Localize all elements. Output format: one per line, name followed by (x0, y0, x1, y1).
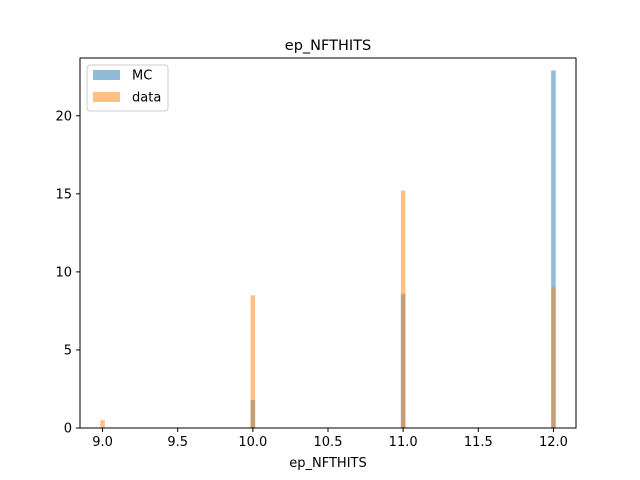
x-tick-label: 12.0 (539, 435, 568, 450)
y-tick-label: 15 (55, 187, 72, 202)
x-tick-label: 9.0 (92, 435, 113, 450)
bar-mc-3 (551, 70, 556, 429)
plot-frame (79, 57, 577, 429)
legend: MC data (86, 64, 169, 112)
bars-layer (100, 70, 556, 429)
bar-data-0 (100, 420, 105, 428)
x-tick-label: 9.5 (167, 435, 188, 450)
legend-label-data: data (132, 91, 161, 106)
x-tick-label: 10.5 (314, 435, 343, 450)
bar-data-3 (551, 287, 556, 428)
bar-data-1 (250, 295, 256, 428)
x-axis: 9.0 9.5 10.0 10.5 11.0 11.5 12.0 (92, 428, 568, 450)
legend-label-mc: MC (132, 69, 152, 84)
y-axis: 0 5 10 15 20 (55, 109, 80, 437)
y-tick-label: 0 (64, 422, 72, 437)
y-tick-label: 5 (64, 343, 72, 358)
legend-swatch-mc (93, 70, 120, 80)
bar-data-2 (400, 190, 406, 428)
x-tick-label: 10.0 (238, 435, 267, 450)
y-tick-label: 10 (55, 265, 72, 280)
x-tick-label: 11.5 (464, 435, 493, 450)
x-tick-label: 11.0 (389, 435, 418, 450)
x-axis-label: ep_NFTHITS (289, 456, 366, 471)
chart-title: ep_NFTHITS (285, 38, 371, 54)
y-tick-label: 20 (55, 109, 72, 124)
legend-swatch-data (93, 92, 120, 102)
